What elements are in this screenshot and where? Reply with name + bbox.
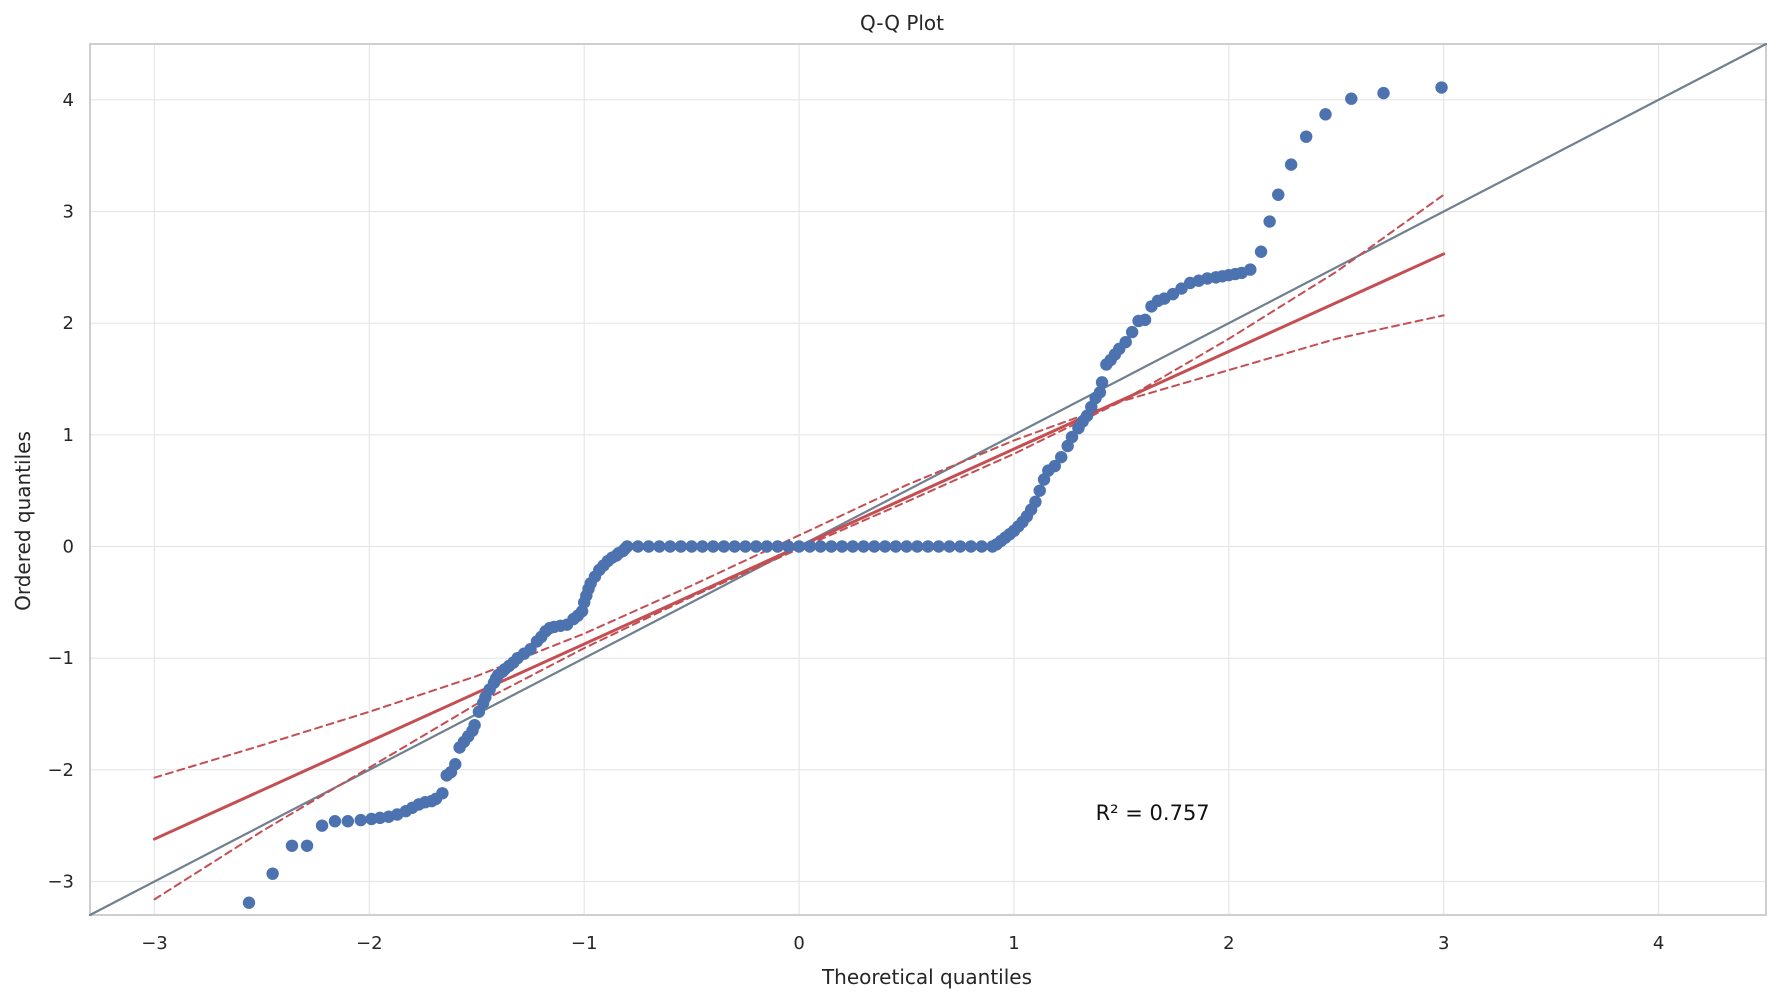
data-point-77: [749, 540, 763, 553]
data-point-4: [300, 839, 314, 852]
data-point-67: [642, 540, 655, 553]
data-point-98: [975, 540, 988, 553]
data-point-96: [954, 540, 967, 553]
data-point-154: [1435, 81, 1448, 94]
data-point-83: [814, 540, 827, 553]
y-axis-title: Ordered quantiles: [11, 431, 35, 611]
y-tick-label: 2: [63, 313, 74, 334]
data-point-84: [825, 540, 838, 553]
data-point-113: [1048, 459, 1061, 473]
x-tick-label: 3: [1438, 933, 1449, 954]
data-point-69: [663, 540, 677, 553]
data-point-91: [900, 540, 913, 553]
data-point-150: [1299, 130, 1313, 143]
data-point-123: [1095, 376, 1109, 389]
data-point-128: [1119, 335, 1132, 349]
data-point-82: [803, 540, 817, 553]
plot-frame: [89, 43, 1767, 916]
data-point-22: [449, 758, 462, 771]
y-tick-label: 3: [63, 202, 74, 223]
x-tick-label: 2: [1223, 933, 1234, 954]
data-point-76: [739, 540, 752, 553]
data-point-88: [868, 540, 881, 553]
data-point-81: [792, 540, 806, 553]
y-tick-label: 0: [63, 537, 74, 558]
data-point-92: [911, 540, 924, 553]
y-tick-label: −3: [47, 872, 74, 893]
data-point-129: [1125, 325, 1139, 339]
data-point-93: [921, 540, 935, 553]
x-tick-label: −3: [141, 933, 168, 954]
data-point-70: [674, 540, 688, 553]
data-point-148: [1272, 188, 1285, 201]
data-point-80: [782, 540, 795, 553]
r-squared-annotation: R² = 0.757: [1096, 801, 1210, 825]
y-tick-label: 4: [63, 90, 74, 111]
data-point-2: [266, 867, 279, 880]
plot-layer: −3 −2 −1 0 1 2 3 4 −3 −2 −1 0 1 2 3 4: [47, 42, 1768, 954]
data-point-8: [354, 813, 367, 827]
data-point-75: [728, 540, 741, 553]
data-point-97: [964, 540, 978, 553]
x-tick-label: −1: [571, 933, 598, 954]
data-point-116: [1065, 430, 1079, 444]
data-point-110: [1033, 484, 1046, 497]
data-point-71: [685, 540, 698, 553]
data-point-145: [1244, 263, 1257, 276]
data-point-74: [717, 540, 731, 553]
data-point-7: [341, 815, 355, 828]
data-point-73: [706, 540, 720, 553]
data-point-95: [943, 540, 956, 553]
data-point-90: [889, 540, 902, 553]
x-tick-label: 4: [1653, 933, 1664, 954]
data-point-72: [696, 540, 709, 553]
y-tick-label: −1: [47, 648, 74, 669]
data-point-1: [242, 896, 256, 909]
y-tick-label: 1: [63, 425, 74, 446]
data-point-86: [846, 540, 859, 553]
data-point-5: [315, 819, 329, 832]
data-point-65: [620, 540, 634, 553]
series-line-4: [153, 314, 1445, 779]
series-line-2: [88, 42, 1768, 917]
x-tick-label: −2: [356, 933, 383, 954]
data-point-152: [1345, 92, 1358, 105]
data-point-19: [436, 787, 449, 800]
data-point-109: [1029, 495, 1042, 509]
data-point-87: [857, 540, 870, 553]
data-point-94: [932, 540, 945, 553]
data-point-3: [285, 839, 299, 852]
data-point-151: [1319, 108, 1332, 121]
data-point-78: [760, 540, 774, 553]
x-axis-title: Theoretical quantiles: [821, 965, 1032, 989]
data-point-79: [771, 540, 784, 553]
data-point-122: [1093, 386, 1107, 399]
data-point-149: [1284, 158, 1298, 171]
data-point-66: [631, 540, 645, 553]
x-tick-label: 0: [793, 933, 804, 954]
data-point-89: [878, 540, 892, 553]
chart-title: Q-Q Plot: [860, 11, 944, 35]
data-point-147: [1263, 215, 1276, 228]
data-point-146: [1254, 245, 1268, 258]
data-point-68: [653, 540, 666, 553]
data-point-6: [328, 815, 342, 828]
data-point-131: [1138, 313, 1152, 327]
x-tick-label: 1: [1008, 933, 1019, 954]
y-tick-label: −2: [47, 760, 74, 781]
data-point-85: [835, 540, 849, 553]
data-point-114: [1055, 450, 1068, 464]
data-point-27: [468, 718, 481, 732]
data-point-153: [1377, 86, 1390, 100]
